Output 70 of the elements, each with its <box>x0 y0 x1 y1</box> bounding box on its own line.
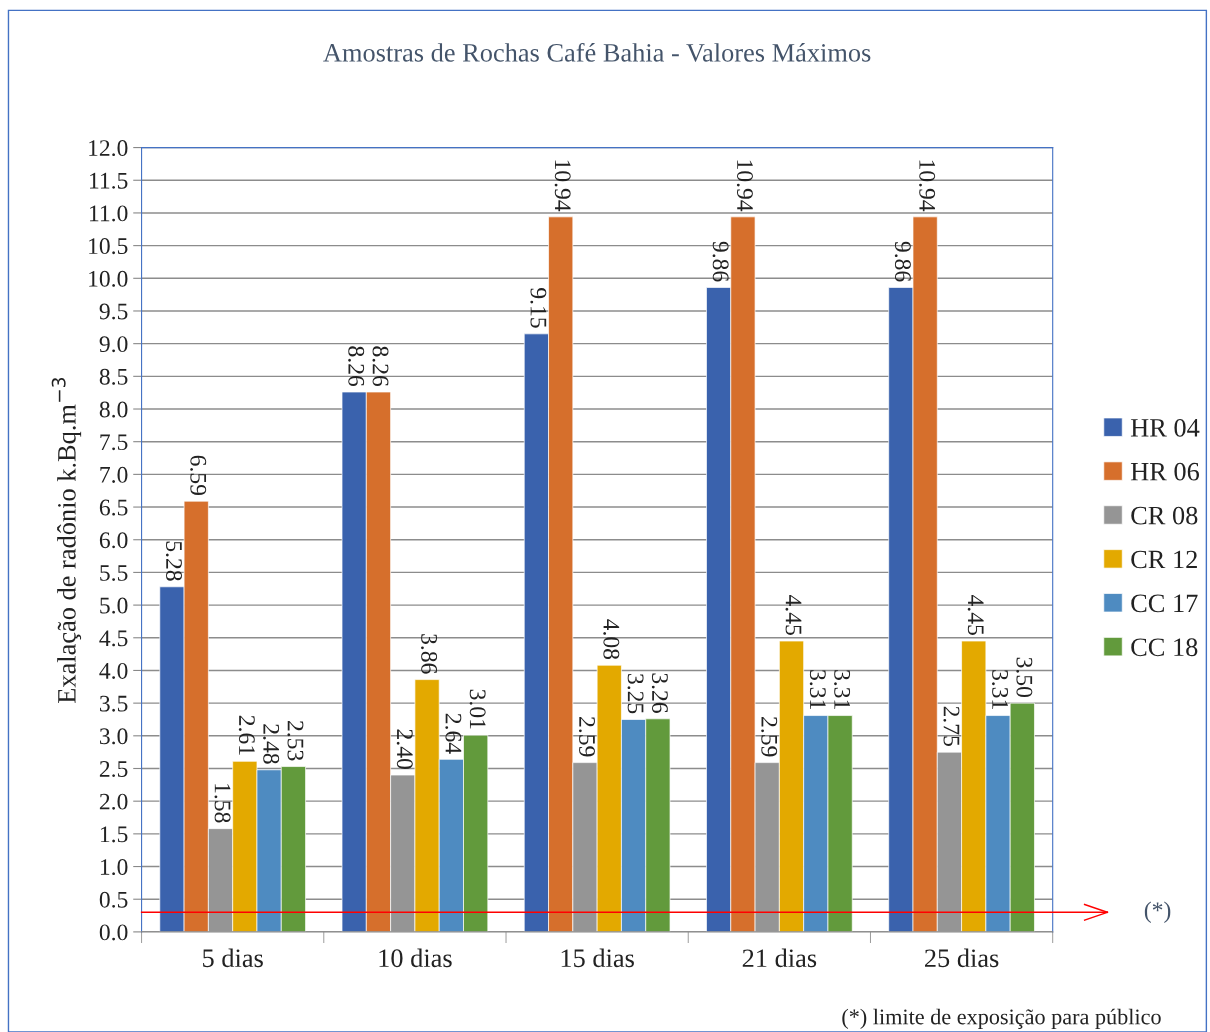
y-tick-label: 9.0 <box>99 336 128 353</box>
data-label: 4.45 <box>967 594 984 635</box>
y-tick-label: 2.5 <box>99 761 128 778</box>
y-tick-label: 2.0 <box>99 793 128 810</box>
legend-label: HR 04 <box>1130 418 1200 437</box>
legend-label: CR 12 <box>1131 550 1197 569</box>
y-tick-label: 4.5 <box>99 630 128 647</box>
y-tick-label: 7.0 <box>100 466 128 483</box>
data-label: 8.26 <box>348 346 365 387</box>
y-axis-title: Exalação de radônio k.Bq.m$^{−3}$ <box>51 378 82 703</box>
data-label: 2.40 <box>396 729 413 769</box>
x-tick-label: 10 dias <box>379 948 452 968</box>
data-label: 8.26 <box>372 346 389 387</box>
data-label: 10.94 <box>736 160 753 212</box>
data-label: 2.75 <box>943 706 960 746</box>
y-tick-label: 0.0 <box>99 924 128 941</box>
data-label: 10.94 <box>554 160 571 212</box>
text: (*) limite de exposição para público <box>842 1008 1161 1029</box>
x-tick-label: 5 dias <box>203 948 263 968</box>
data-label: 4.08 <box>603 619 620 660</box>
legend-label: CC 18 <box>1131 638 1198 657</box>
data-label: 2.59 <box>578 717 595 757</box>
y-tick-label: 3.0 <box>99 728 128 745</box>
x-tick-label: 25 dias <box>925 948 999 968</box>
y-tick-label: 10.0 <box>89 270 128 287</box>
y-tick-label: 5.5 <box>100 565 128 581</box>
data-label: 10.94 <box>919 160 936 212</box>
y-tick-label: 8.0 <box>99 401 128 418</box>
data-label: 3.86 <box>421 634 438 674</box>
data-label: 3.25 <box>627 674 644 714</box>
data-label: 3.31 <box>992 670 1008 709</box>
data-label: 6.59 <box>190 455 207 495</box>
data-label: 2.53 <box>287 721 304 761</box>
y-tick-label: 9.5 <box>99 303 128 320</box>
ref-line-label: (*) <box>1144 901 1171 923</box>
data-label: 4.45 <box>785 594 802 635</box>
chart-title: Amostras de Rochas Café Bahia - Valores Máximos <box>323 42 871 62</box>
data-label: 5.28 <box>165 541 182 581</box>
y-tick-label: 6.5 <box>99 499 128 516</box>
y-tick-label: 1.0 <box>100 859 128 876</box>
y-tick-label: 5.0 <box>100 597 128 614</box>
data-label: 9.15 <box>530 288 547 328</box>
data-label: 3.01 <box>469 689 486 729</box>
legend-label: HR 06 <box>1130 462 1200 481</box>
y-tick-label: 11.5 <box>90 172 128 189</box>
data-label: 1.58 <box>214 784 231 823</box>
data-label: 3.26 <box>651 673 668 713</box>
data-label: 2.61 <box>238 715 255 755</box>
y-tick-label: 1.5 <box>100 826 128 843</box>
data-label: 9.86 <box>712 241 729 282</box>
data-label: 2.64 <box>445 713 462 754</box>
data-label: 3.31 <box>834 670 851 709</box>
y-tick-label: 8.5 <box>99 368 128 385</box>
y-tick-label: 11.0 <box>90 205 128 222</box>
data-label: 2.48 <box>263 724 280 764</box>
x-tick-label: 15 dias <box>561 948 634 968</box>
legend-label: CC 17 <box>1131 594 1198 613</box>
data-label: 2.59 <box>761 717 778 757</box>
data-label: 3.31 <box>809 670 826 709</box>
data-label: 9.86 <box>894 241 911 282</box>
y-tick-label: 3.5 <box>99 695 128 712</box>
y-tick-label: 12.0 <box>89 140 128 157</box>
y-tick-label: 10.5 <box>89 238 128 255</box>
legend-label: CR 08 <box>1131 506 1198 525</box>
y-tick-label: 7.5 <box>100 434 128 451</box>
y-tick-label: 4.0 <box>99 662 128 679</box>
x-tick-label: 21 dias <box>742 948 817 968</box>
y-tick-label: 6.0 <box>99 532 128 549</box>
y-tick-label: 0.5 <box>99 891 128 908</box>
data-label: 3.50 <box>1016 657 1033 698</box>
